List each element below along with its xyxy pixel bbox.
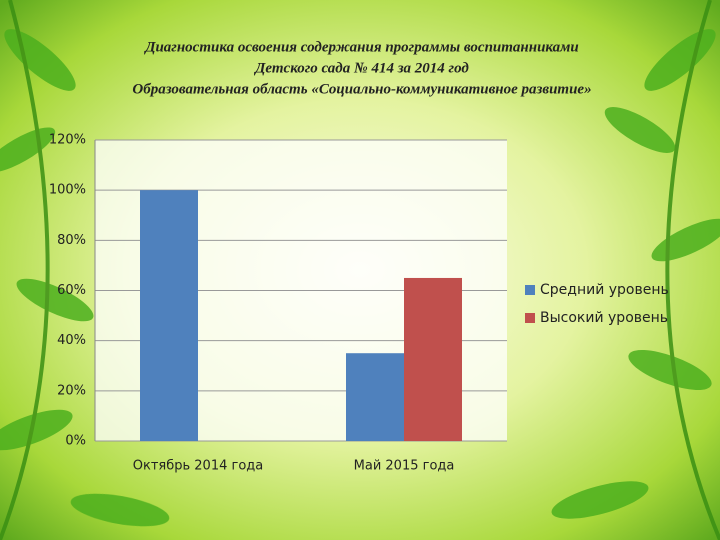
legend-label: Средний уровень (540, 282, 669, 298)
x-tick-label: Октябрь 2014 года (133, 459, 264, 474)
y-tick-label: 100% (49, 183, 86, 198)
x-tick-label: Май 2015 года (354, 459, 455, 474)
bar (346, 353, 404, 441)
y-tick-label: 80% (57, 233, 86, 248)
legend-swatch (525, 285, 535, 295)
legend-label: Высокий уровень (540, 310, 668, 326)
y-tick-label: 60% (57, 283, 86, 298)
y-tick-label: 0% (65, 434, 86, 449)
legend-swatch (525, 313, 535, 323)
chart-title: Диагностика освоения содержания программ… (143, 39, 579, 55)
y-tick-label: 40% (57, 333, 86, 348)
bar (404, 277, 462, 441)
y-tick-label: 20% (57, 383, 86, 398)
bar (140, 190, 198, 441)
chart-title: Детского сада № 414 за 2014 год (253, 60, 469, 76)
chart-title: Образовательная область «Социально-комму… (132, 81, 591, 97)
y-tick-label: 120% (49, 133, 86, 148)
